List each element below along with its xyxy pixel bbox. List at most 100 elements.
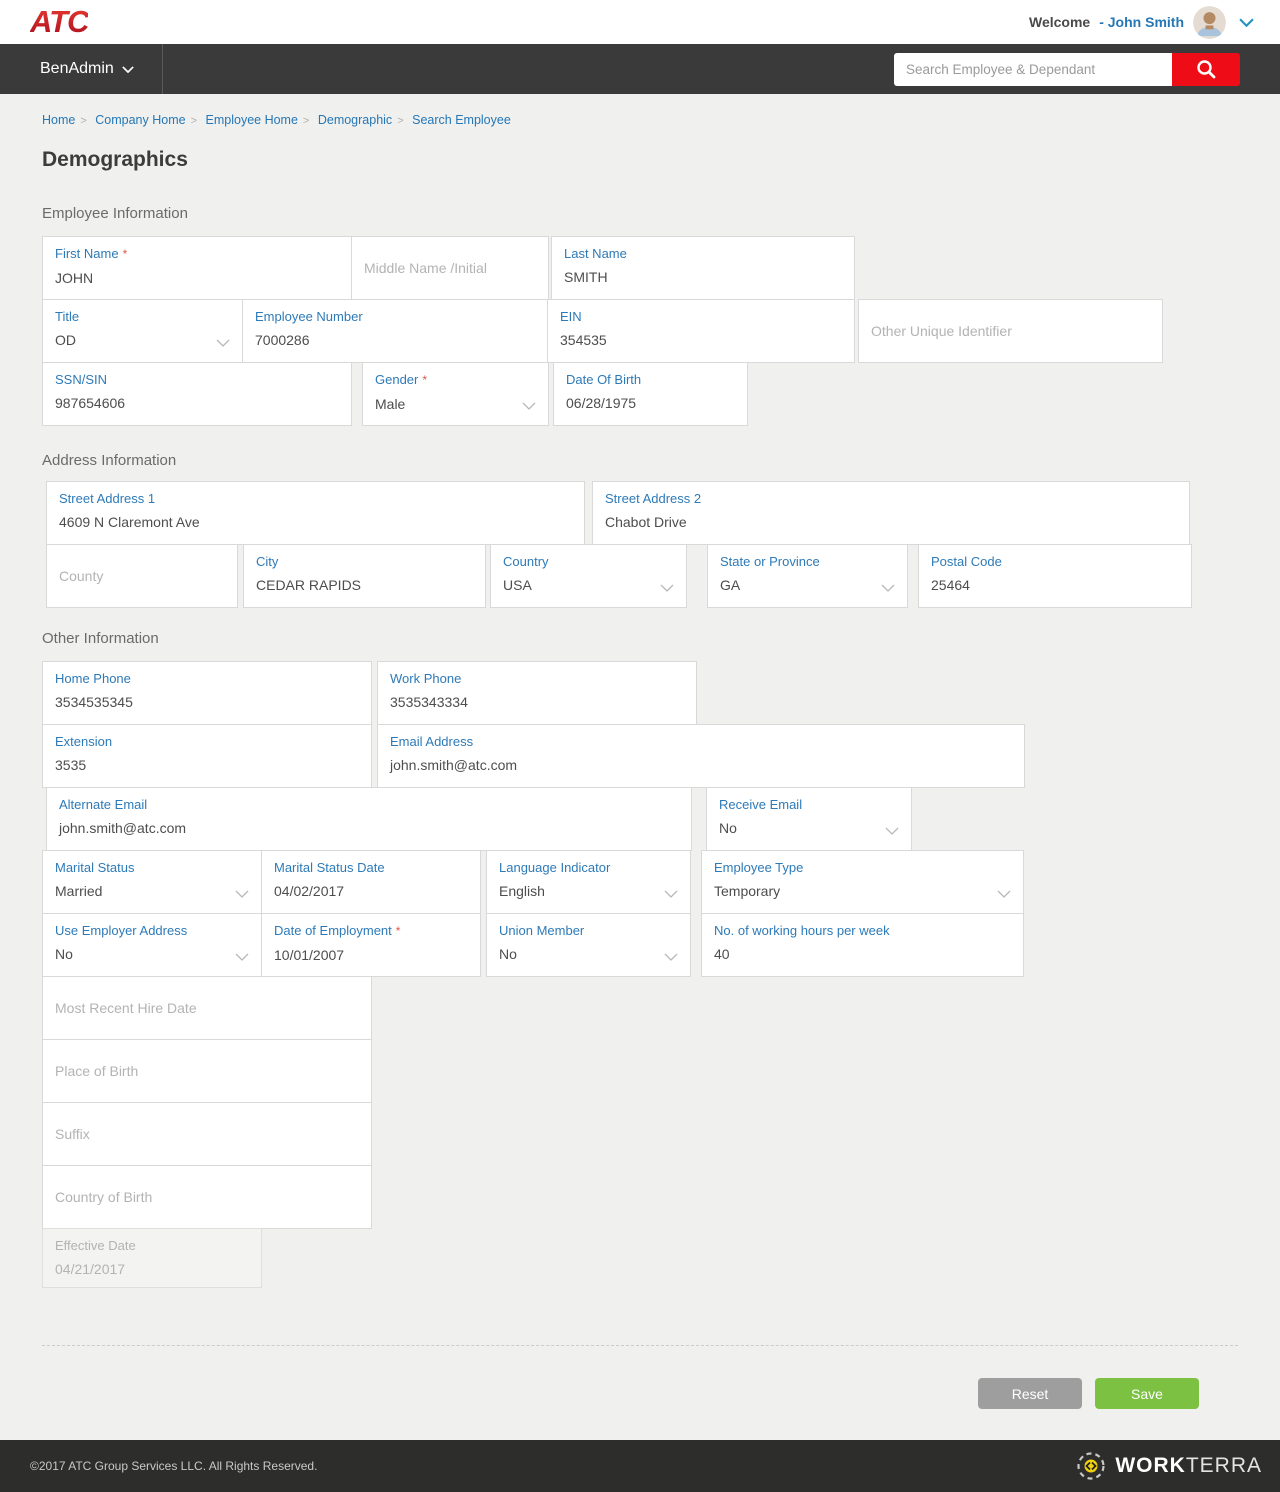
street-address-2-field[interactable]: Street Address 2 Chabot Drive — [592, 481, 1190, 545]
workterra-icon — [1077, 1452, 1105, 1480]
middle-name-field[interactable]: Middle Name /Initial — [351, 236, 549, 300]
marital-status-select[interactable]: Marital Status Married — [42, 850, 262, 914]
breadcrumb-separator: > — [397, 115, 404, 127]
employee-number-field[interactable]: Employee Number 7000286 — [242, 299, 548, 363]
language-indicator-select[interactable]: Language Indicator English — [486, 850, 691, 914]
title-select[interactable]: Title OD — [42, 299, 243, 363]
field-value: JOHN — [55, 270, 94, 286]
section-divider — [42, 1345, 1238, 1346]
page-title: Demographics — [42, 148, 188, 171]
field-value: Married — [55, 883, 103, 899]
field-label: Last Name — [564, 246, 627, 261]
field-value: No — [55, 946, 73, 962]
user-menu-chevron-icon[interactable] — [1239, 18, 1254, 27]
work-phone-field[interactable]: Work Phone 3535343334 — [377, 661, 697, 725]
most-recent-hire-date-field[interactable]: Most Recent Hire Date — [42, 976, 372, 1040]
field-label: Marital Status — [55, 860, 135, 875]
receive-email-select[interactable]: Receive Email No — [706, 787, 912, 851]
field-label: SSN/SIN — [55, 372, 108, 387]
email-address-field[interactable]: Email Address john.smith@atc.com — [377, 724, 1025, 788]
field-value: 10/01/2007 — [274, 947, 345, 963]
app-switcher[interactable]: BenAdmin — [40, 60, 134, 78]
date-of-employment-field[interactable]: Date of Employment * 10/01/2007 — [261, 913, 481, 977]
county-field[interactable]: County — [46, 544, 238, 608]
breadcrumb-company-home[interactable]: Company Home — [95, 113, 186, 127]
atc-logo[interactable]: ATC — [30, 0, 89, 44]
effective-date-field: Effective Date 04/21/2017 — [42, 1228, 262, 1288]
chevron-down-icon — [997, 890, 1011, 898]
union-member-select[interactable]: Union Member No — [486, 913, 691, 977]
field-label: Street Address 1 — [59, 491, 156, 506]
app-switcher-label: BenAdmin — [40, 60, 114, 77]
field-label: No. of working hours per week — [714, 923, 890, 938]
breadcrumb-employee-home[interactable]: Employee Home — [205, 113, 298, 127]
breadcrumb-home[interactable]: Home — [42, 113, 76, 127]
chevron-down-icon — [660, 584, 674, 592]
state-select[interactable]: State or Province GA — [707, 544, 908, 608]
brand-light: TERRA — [1185, 1454, 1262, 1477]
field-value: CEDAR RAPIDS — [256, 577, 362, 593]
ssn-field[interactable]: SSN/SIN 987654606 — [42, 362, 352, 426]
avatar-photo — [1193, 5, 1226, 39]
field-label: Work Phone — [390, 671, 462, 686]
content: Home > Company Home > Employee Home > Demog… — [0, 94, 1280, 1440]
chevron-down-icon — [664, 890, 678, 898]
field-placeholder: County — [59, 568, 104, 584]
user-name-link[interactable]: - John Smith — [1099, 14, 1184, 30]
required-marker: * — [122, 247, 128, 261]
avatar[interactable] — [1193, 5, 1226, 39]
breadcrumb-demographic[interactable]: Demographic — [317, 113, 393, 127]
field-value: john.smith@atc.com — [59, 820, 187, 836]
last-name-field[interactable]: Last Name SMITH — [551, 236, 855, 300]
field-label: City — [256, 554, 279, 569]
other-unique-identifier-field[interactable]: Other Unique Identifier — [858, 299, 1163, 363]
field-label: Date of Employment — [274, 923, 392, 938]
field-label: Postal Code — [931, 554, 1002, 569]
field-value: USA — [503, 577, 532, 593]
search-input[interactable] — [894, 52, 1172, 86]
user-area: Welcome - John Smith — [1029, 5, 1254, 39]
use-employer-address-select[interactable]: Use Employer Address No — [42, 913, 262, 977]
field-label: Country — [503, 554, 549, 569]
field-value: GA — [720, 577, 741, 593]
chevron-down-icon — [235, 953, 249, 961]
field-label: Employee Number — [255, 309, 363, 324]
field-label: Home Phone — [55, 671, 131, 686]
chevron-down-icon — [881, 584, 895, 592]
field-value: Chabot Drive — [605, 514, 687, 530]
employee-type-select[interactable]: Employee Type Temporary — [701, 850, 1024, 914]
field-value: Male — [375, 396, 406, 412]
workterra-logo: WORKTERRA — [1076, 1451, 1262, 1481]
field-value: SMITH — [564, 269, 608, 285]
first-name-field[interactable]: First Name * JOHN — [42, 236, 352, 300]
ein-field[interactable]: EIN 354535 — [547, 299, 855, 363]
required-marker: * — [395, 924, 401, 938]
reset-button[interactable]: Reset — [978, 1378, 1082, 1409]
search-button[interactable] — [1172, 52, 1240, 86]
field-value: 3535 — [55, 757, 87, 773]
breadcrumb-separator: > — [302, 115, 310, 127]
country-select[interactable]: Country USA — [490, 544, 687, 608]
alternate-email-field[interactable]: Alternate Email john.smith@atc.com — [46, 787, 692, 851]
marital-status-date-field[interactable]: Marital Status Date 04/02/2017 — [261, 850, 481, 914]
field-value: 25464 — [931, 577, 970, 593]
date-of-birth-field[interactable]: Date Of Birth 06/28/1975 — [553, 362, 748, 426]
field-label: State or Province — [720, 554, 820, 569]
gender-select[interactable]: Gender * Male — [362, 362, 549, 426]
suffix-field[interactable]: Suffix — [42, 1102, 372, 1166]
extension-field[interactable]: Extension 3535 — [42, 724, 372, 788]
postal-code-field[interactable]: Postal Code 25464 — [918, 544, 1192, 608]
home-phone-field[interactable]: Home Phone 3534535345 — [42, 661, 372, 725]
street-address-1-field[interactable]: Street Address 1 4609 N Claremont Ave — [46, 481, 585, 545]
field-label: Marital Status Date — [274, 860, 385, 875]
city-field[interactable]: City CEDAR RAPIDS — [243, 544, 486, 608]
save-button[interactable]: Save — [1095, 1378, 1199, 1409]
working-hours-field[interactable]: No. of working hours per week 40 — [701, 913, 1024, 977]
employee-info-rows: First Name * JOHN Middle Name /Initial La… — [42, 236, 1280, 426]
field-value: No — [719, 820, 737, 836]
breadcrumb-search-employee[interactable]: Search Employee — [412, 113, 511, 127]
section-heading-employee: Employee Information — [42, 205, 188, 222]
country-of-birth-field[interactable]: Country of Birth — [42, 1165, 372, 1229]
place-of-birth-field[interactable]: Place of Birth — [42, 1039, 372, 1103]
field-label: Receive Email — [719, 797, 803, 812]
